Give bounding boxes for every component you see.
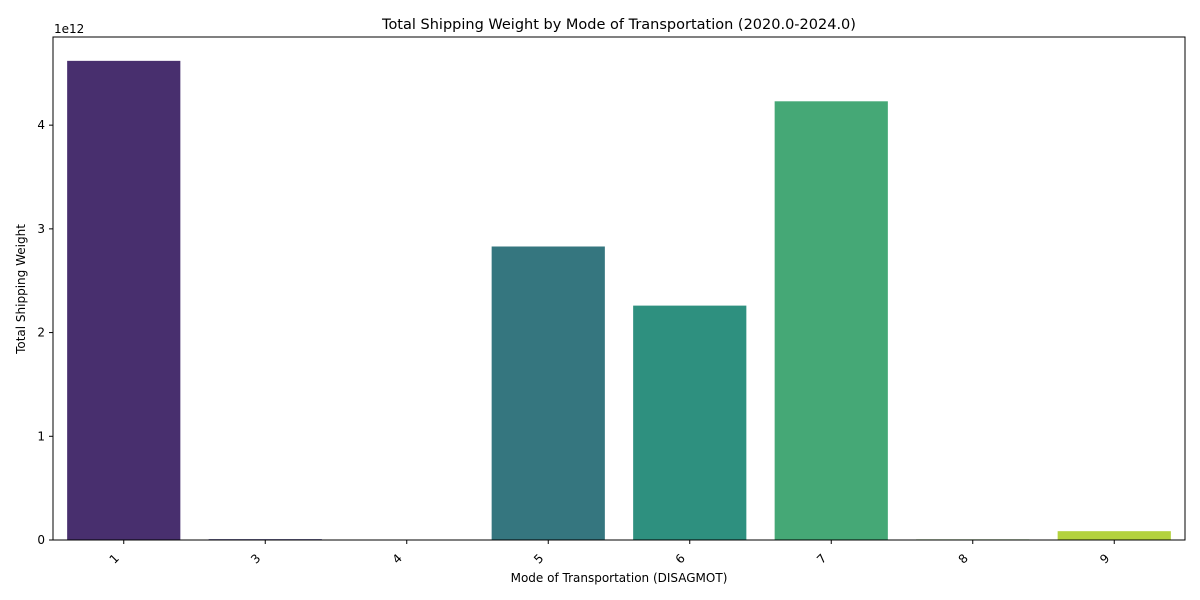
bar-mode-1	[67, 60, 181, 540]
y-tick-label: 0	[37, 533, 45, 547]
y-tick-label: 1	[37, 429, 45, 443]
x-tick-label: 9	[1097, 551, 1112, 566]
bar-mode-7	[774, 101, 888, 541]
y-axis-label: Total Shipping Weight	[14, 224, 28, 355]
x-axis-label: Mode of Transportation (DISAGMOT)	[511, 571, 728, 585]
y-tick-label: 2	[37, 326, 45, 340]
y-tick-label: 3	[37, 222, 45, 236]
y-axis-ticks: 0 1 2 3 4	[37, 118, 53, 547]
chart-title: Total Shipping Weight by Mode of Transpo…	[381, 17, 856, 33]
x-axis-ticks: 1 3 4 5 6 7 8 9	[107, 540, 1115, 567]
x-tick-label: 5	[531, 551, 546, 566]
bars-group	[67, 60, 1171, 541]
bar-mode-5	[491, 246, 605, 541]
x-tick-label: 8	[956, 551, 971, 566]
x-tick-label: 7	[814, 551, 829, 566]
bar-mode-6	[633, 305, 747, 540]
x-tick-label: 4	[390, 551, 405, 566]
x-tick-label: 6	[673, 551, 688, 566]
bar-mode-9	[1057, 531, 1171, 540]
plot-area-frame	[52, 36, 1186, 541]
y-tick-label: 4	[37, 118, 45, 132]
x-tick-label: 3	[248, 551, 263, 566]
x-tick-label: 1	[107, 551, 122, 566]
y-axis-offset-label: 1e12	[54, 22, 84, 36]
